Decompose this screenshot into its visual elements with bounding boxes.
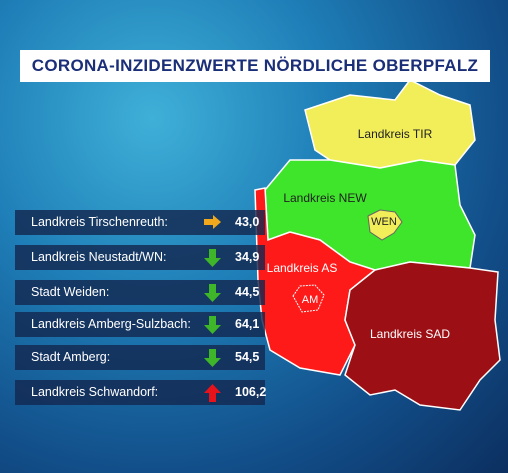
region-label: Landkreis AS (267, 261, 338, 275)
row-name: Landkreis Tirschenreuth: (31, 215, 168, 229)
region-tir (304, 79, 476, 169)
row-value: 43,0 (235, 215, 260, 229)
region-label: WEN (371, 216, 397, 228)
list-row: Landkreis Schwandorf: 106,2 (15, 380, 267, 405)
region-sad (344, 261, 501, 411)
arrow-up (204, 384, 221, 402)
row-name: Stadt Weiden: (31, 285, 110, 299)
list-row: Stadt Weiden: 44,5 (15, 280, 265, 305)
row-name: Landkreis Schwandorf: (31, 385, 159, 399)
row-name: Landkreis Neustadt/WN: (31, 250, 167, 264)
arrow-down (204, 316, 221, 334)
title: CORONA-INZIDENZWERTE NÖRDLICHE OBERPFALZ (31, 56, 479, 75)
arrow-down (204, 249, 221, 267)
list-row: Landkreis Neustadt/WN: 34,9 (15, 245, 265, 270)
list-row: Landkreis Amberg-Sulzbach: 64,1 (15, 312, 265, 337)
region-label: AM (302, 294, 319, 306)
arrow-down (204, 349, 221, 367)
list-row: Stadt Amberg: 54,5 (15, 345, 265, 370)
region-label: Landkreis NEW (283, 191, 367, 205)
region-am (292, 284, 325, 313)
region-wen (367, 209, 403, 241)
title-banner: CORONA-INZIDENZWERTE NÖRDLICHE OBERPFALZ (20, 50, 490, 82)
arrow-right (204, 215, 221, 229)
row-value: 44,5 (235, 285, 260, 299)
row-value: 106,2 (235, 385, 267, 399)
row-value: 34,9 (235, 250, 260, 264)
region-label: Landkreis TIR (358, 127, 433, 141)
region-label: Landkreis SAD (370, 327, 450, 341)
list-row: Landkreis Tirschenreuth: 43,0 (15, 210, 265, 235)
row-name: Stadt Amberg: (31, 350, 111, 364)
arrow-down (204, 284, 221, 302)
row-value: 64,1 (235, 317, 260, 331)
row-value: 54,5 (235, 350, 260, 364)
row-name: Landkreis Amberg-Sulzbach: (31, 317, 191, 331)
